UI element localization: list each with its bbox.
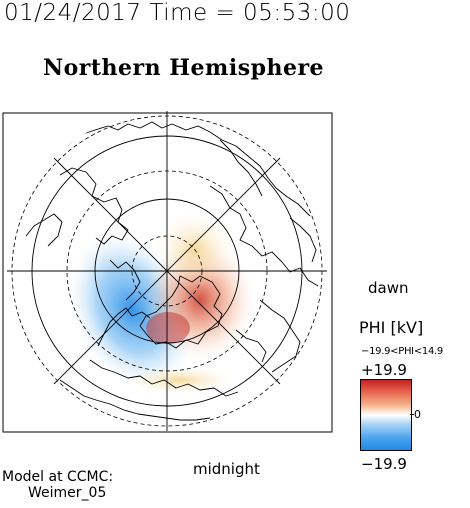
model-credit-line1: Model at CCMC:: [2, 469, 114, 485]
colorbar-range: −19.9<PHI<14.9: [361, 346, 443, 357]
colorbar: [360, 379, 412, 451]
coastlines: [25, 121, 319, 421]
dawn-label: dawn: [368, 279, 409, 297]
timestamp-label: 01/24/2017 Time = 05:53:00: [4, 0, 351, 26]
model-credit-line2: Weimer_05: [28, 485, 107, 501]
page-title: Northern Hemisphere: [43, 55, 325, 81]
colorbar-zero-label: 0: [414, 408, 421, 421]
colorbar-max-label: +19.9: [361, 361, 407, 379]
colorbar-title: PHI [kV]: [359, 318, 424, 337]
colorbar-zero-tick: [410, 414, 414, 415]
model-credit: Model at CCMC: Weimer_05: [2, 469, 113, 501]
midnight-label: midnight: [193, 460, 260, 478]
meridian-line: [53, 157, 281, 385]
colorbar-min-label: −19.9: [361, 455, 407, 473]
